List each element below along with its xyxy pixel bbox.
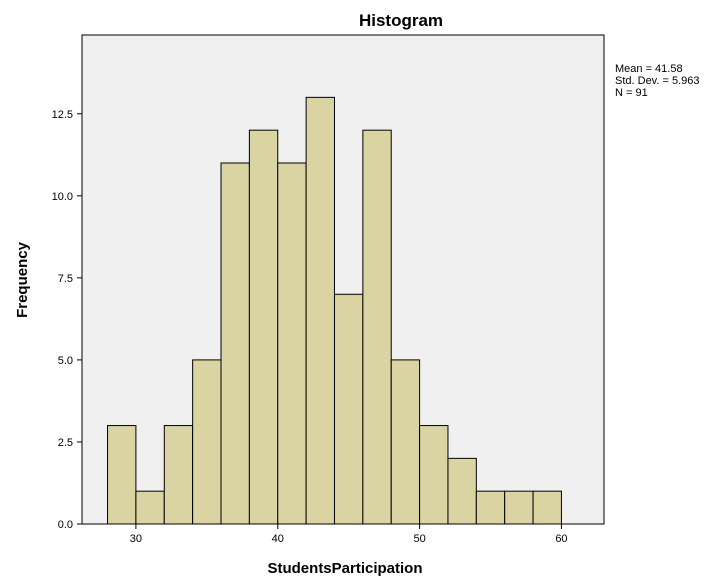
bars-group <box>107 96 562 525</box>
x-tick-label: 30 <box>130 533 142 545</box>
histogram-bar-34-36 <box>192 359 222 525</box>
y-tick-label: 2.5 <box>58 437 73 449</box>
histogram-bar-38-40 <box>248 129 279 525</box>
y-tick-label: 10.0 <box>52 191 73 203</box>
stat-mean: Mean = 41.58 <box>615 63 683 75</box>
histogram-bar-46-48 <box>362 129 392 525</box>
histogram-bar-48-50 <box>390 359 421 525</box>
x-axis-title: StudentsParticipation <box>267 560 422 577</box>
y-tick-label: 12.5 <box>52 109 73 121</box>
y-tick-label: 0.0 <box>58 519 73 531</box>
histogram-bar-44-46 <box>333 293 364 525</box>
histogram-bar-36-38 <box>220 162 250 525</box>
histogram-bar-52-54 <box>447 457 477 525</box>
histogram-bar-56-58 <box>504 490 534 525</box>
y-tick-label: 7.5 <box>58 273 73 285</box>
histogram-bar-40-42 <box>277 162 307 525</box>
summary-stats: Mean = 41.58 Std. Dev. = 5.963 N = 91 <box>615 63 700 99</box>
y-tick-label: 5.0 <box>58 355 73 367</box>
histogram-bar-30-32 <box>135 490 165 525</box>
y-axis-title: Frequency <box>14 241 31 318</box>
x-tick-label: 50 <box>413 533 425 545</box>
histogram-bar-28-30 <box>107 425 137 525</box>
x-tick-label: 40 <box>272 533 284 545</box>
histogram-bar-32-34 <box>163 425 194 525</box>
stat-n: N = 91 <box>615 87 648 99</box>
x-axis: 30 40 50 60 <box>130 524 568 545</box>
y-axis: 0.0 2.5 5.0 7.5 10.0 12.5 <box>52 109 82 531</box>
chart-title: Histogram <box>359 11 443 30</box>
histogram-bar-54-56 <box>475 490 506 525</box>
stat-std-dev: Std. Dev. = 5.963 <box>615 75 700 87</box>
x-tick-label: 60 <box>555 533 567 545</box>
histogram-bar-42-44 <box>305 96 335 525</box>
histogram-bar-50-52 <box>419 425 449 525</box>
histogram-bar-58-60 <box>532 490 562 525</box>
